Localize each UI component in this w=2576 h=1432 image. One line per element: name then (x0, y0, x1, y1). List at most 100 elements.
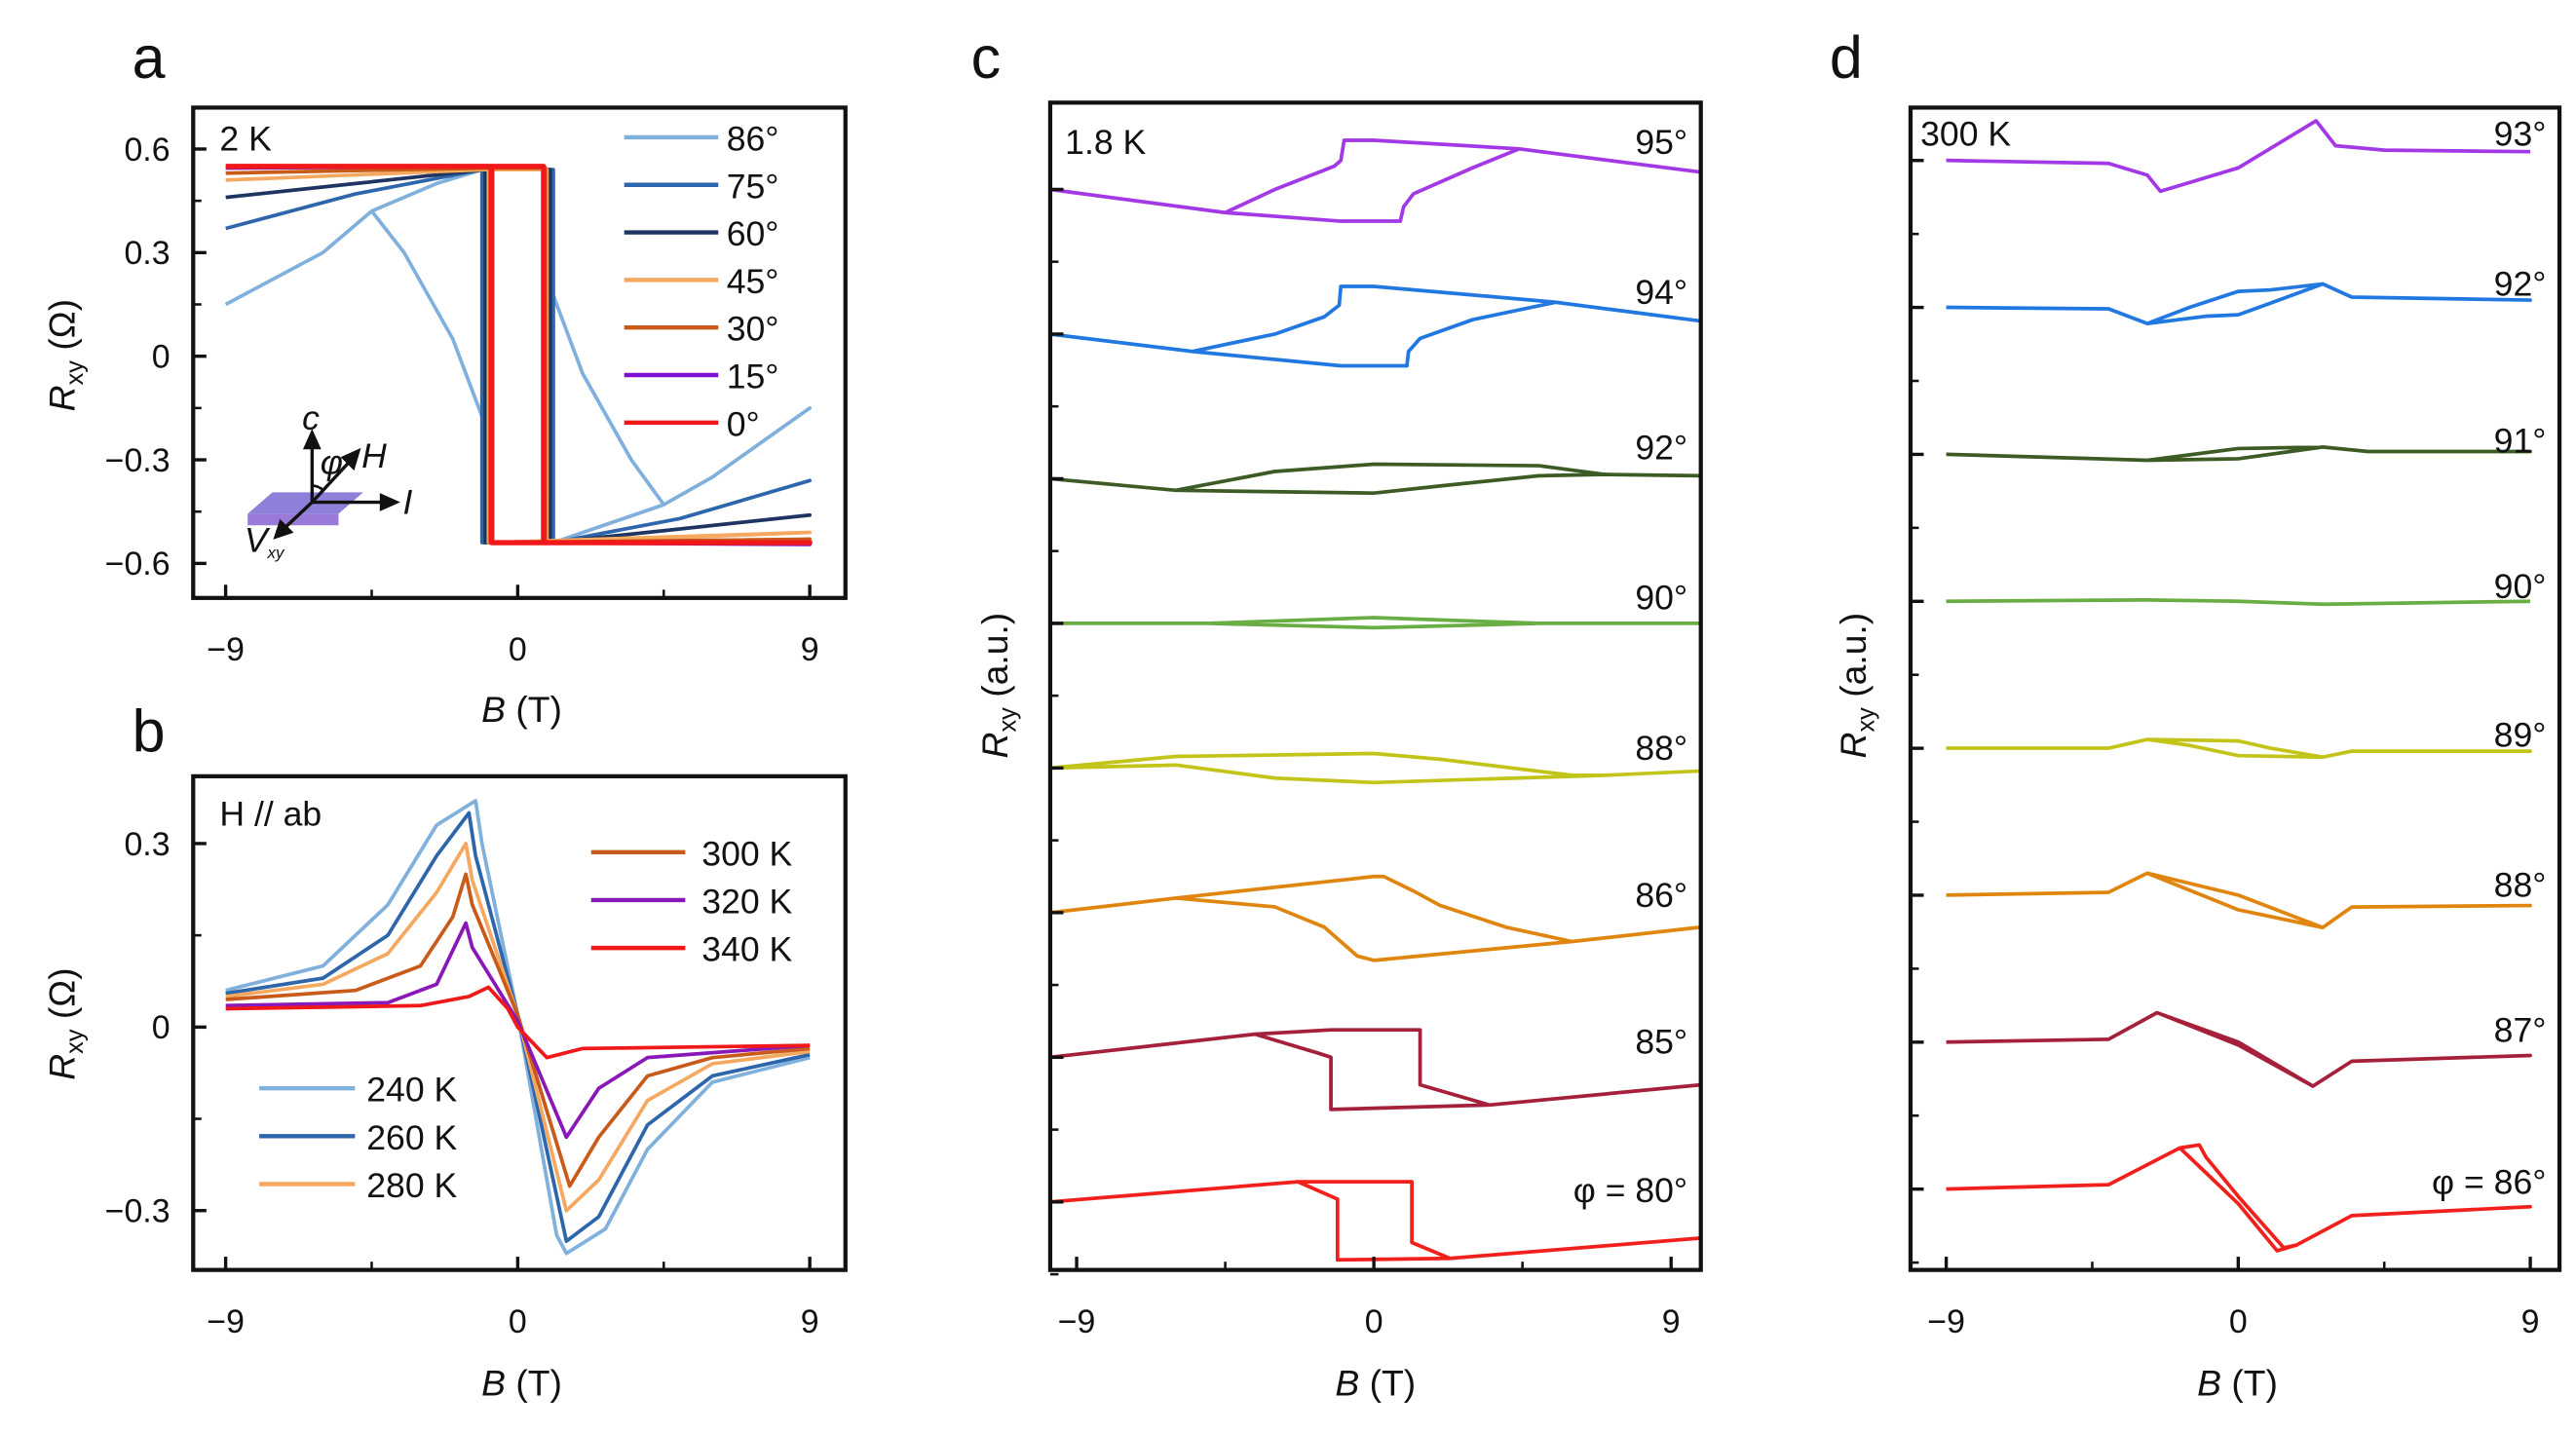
panel-letter: b (133, 697, 166, 764)
x-tick-label: 9 (801, 631, 819, 668)
legend-label: 280 K (366, 1166, 457, 1205)
y-tick-label: −0.3 (105, 442, 170, 479)
y-tick-label: −0.3 (105, 1193, 170, 1230)
legend-label: 340 K (701, 930, 792, 969)
legend-label: 75° (727, 167, 779, 206)
x-tick-label: 0 (2229, 1303, 2248, 1340)
x-tick-label: 9 (1662, 1303, 1681, 1340)
x-tick-label: 0 (509, 631, 527, 668)
legend: 86° 75° 60° 45° 30° 15° 0° (624, 120, 779, 443)
series-line-3 (1049, 616, 1701, 630)
curve-angle-label: 85° (1635, 1023, 1687, 1062)
inset-label-h: H (361, 436, 387, 475)
x-tick-label: 9 (2521, 1303, 2540, 1340)
curve-angle-label: 86° (1635, 876, 1687, 915)
inset-label-vxy: Vxy (245, 520, 285, 562)
plot-frame (1908, 105, 2562, 1272)
y-tick-label: −0.6 (105, 546, 170, 583)
series-group (1946, 119, 2532, 1253)
series-group (1049, 138, 1701, 1262)
series-group (224, 164, 813, 546)
legend-label: 30° (727, 310, 779, 349)
panel-annotation: 1.8 K (1065, 123, 1146, 162)
series-line-0 (1049, 138, 1701, 223)
series-line-4 (1946, 737, 2532, 760)
curve-angle-label: 92° (1635, 428, 1687, 467)
curve-angle-label: 89° (2494, 715, 2547, 754)
curve-angle-label: 93° (2494, 114, 2547, 153)
x-axis-unit: (T) (2221, 1362, 2278, 1403)
x-axis-label: B (T) (481, 689, 562, 730)
curve-angle-label: 90° (1635, 579, 1687, 618)
y-axis-unit: (a.u.) (1833, 613, 1874, 707)
legend: 240 K 260 K 280 K (259, 1071, 458, 1205)
y-axis-label: Rxy (a.u.) (1833, 613, 1879, 759)
y-axis-sub: xy (1853, 707, 1880, 733)
h-arrow-icon (311, 458, 354, 504)
series-line-6 (225, 164, 813, 546)
x-axis-var: B (481, 1362, 506, 1403)
y-axis-sub: xy (994, 707, 1021, 733)
panel-c: −9 0 9 c 1.8 K B (T) Rxy (a.u.) 95° 94° 92° 90° 88°… (971, 24, 1703, 1403)
y-axis-sub: xy (61, 1029, 89, 1054)
legend-label: 240 K (366, 1071, 457, 1110)
x-axis-label: B (T) (481, 1362, 562, 1403)
curve-angle-label: 92° (2494, 265, 2547, 304)
series-line-6 (1049, 1028, 1701, 1112)
series-line-1 (225, 810, 811, 1244)
panel-annotation: H // ab (219, 795, 322, 834)
series-line-4 (225, 921, 811, 1140)
x-axis-var: B (2197, 1362, 2221, 1403)
y-axis-var: R (41, 1054, 82, 1080)
vxy-arrowhead (273, 518, 294, 540)
inset-label-i: I (403, 482, 413, 521)
y-axis-var: R (974, 733, 1015, 759)
panel-annotation: 300 K (1920, 114, 2011, 153)
series-line-2 (1049, 462, 1701, 496)
curve-angle-label: 87° (2494, 1011, 2547, 1050)
x-tick-label: −9 (1058, 1303, 1096, 1340)
x-axis-label: B (T) (2197, 1362, 2278, 1403)
curve-angle-label: 88° (2494, 866, 2547, 905)
series-line-3 (1946, 597, 2531, 607)
y-axis-label: Rxy (Ω) (41, 299, 88, 411)
inset-label-v-sub: xy (267, 544, 285, 562)
legend-label: 300 K (701, 834, 792, 873)
series-line-1 (1049, 284, 1701, 368)
panel-d: −9 0 9 d 300 K B (T) Rxy (a.u.) 93° 92° 91° 90° 89°… (1830, 24, 2562, 1403)
series-line-7 (1049, 1180, 1701, 1262)
y-axis-label: Rxy (a.u.) (974, 613, 1021, 759)
legend: 300 K 320 K 340 K (590, 834, 793, 969)
x-axis-var: B (1335, 1362, 1359, 1403)
y-axis-label: Rxy (Ω) (41, 967, 88, 1079)
series-line-5 (1946, 871, 2532, 929)
series-line-2 (1946, 445, 2532, 463)
legend-label: 86° (727, 120, 779, 159)
series-line-2 (225, 842, 811, 1213)
x-tick-label: 0 (509, 1303, 527, 1340)
inset-label-v: V (245, 520, 271, 559)
series-line-0 (1946, 119, 2531, 194)
legend-label: 60° (727, 214, 779, 253)
i-arrowhead (379, 493, 400, 511)
x-tick-label: −9 (1927, 1303, 1965, 1340)
c-arrowhead (302, 429, 322, 450)
y-tick-label: 0.3 (124, 826, 170, 863)
y-axis-var: R (41, 385, 82, 411)
panel-letter: d (1830, 24, 1863, 91)
curve-angle-label: 91° (2494, 422, 2547, 461)
inset-label-phi: φ (321, 443, 343, 482)
panel-letter: c (971, 24, 1002, 91)
x-axis-label: B (T) (1335, 1362, 1416, 1403)
legend-label: 15° (727, 358, 779, 396)
curve-angle-label: 88° (1635, 729, 1687, 768)
panel-letter: a (133, 24, 166, 91)
curve-angle-label: φ = 80° (1573, 1171, 1687, 1210)
panel-annotation: 2 K (219, 120, 272, 159)
y-axis-sub: xy (61, 360, 89, 386)
curve-angle-label: 90° (2494, 567, 2547, 606)
y-axis-unit: (Ω) (41, 299, 82, 360)
series-line-3 (225, 872, 811, 1188)
sample-slab-icon (247, 492, 363, 514)
